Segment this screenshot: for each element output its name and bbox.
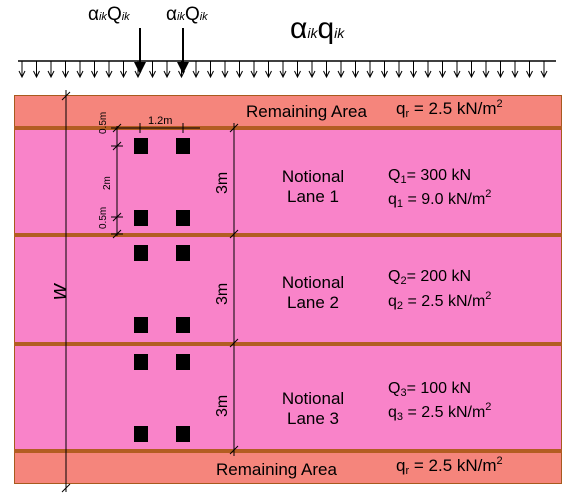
axle-load-label-1: αikQik <box>88 4 130 25</box>
wheel <box>176 210 190 226</box>
udl-arrowhead <box>192 70 200 79</box>
wheel <box>176 138 190 154</box>
edge-top-label: 0.5m <box>98 111 109 134</box>
lane-2-udl: q2 = 2.5 kN/m2 <box>388 290 492 312</box>
udl-arrowhead <box>395 70 403 79</box>
edge-bottom-label: 0.5m <box>98 206 109 229</box>
udl-arrowhead <box>337 70 345 79</box>
axle-arrowhead-2 <box>177 62 189 74</box>
udl-arrowhead <box>482 70 490 79</box>
udl-arrowhead <box>308 70 316 79</box>
wheel <box>176 354 190 370</box>
lane-3-name: Notional Lane 3 <box>281 389 345 428</box>
udl-arrowhead <box>91 70 98 79</box>
lane-1-name: Notional Lane 1 <box>281 167 345 206</box>
lane-3-axle-load: Q3= 100 kN <box>388 380 472 399</box>
udl-arrowhead <box>236 70 243 79</box>
udl-arrowhead <box>424 70 432 79</box>
remaining-area-top-load: qr = 2.5 kN/m2 <box>396 98 503 120</box>
udl-arrowhead <box>105 70 113 79</box>
wheel <box>176 426 190 442</box>
divider-line <box>14 233 562 237</box>
udl-arrowhead <box>62 70 69 79</box>
udl-load-label: αikqik <box>290 12 345 45</box>
wheel <box>134 210 148 226</box>
udl-arrowhead <box>221 70 229 79</box>
udl-arrowhead <box>207 70 214 79</box>
remaining-area-bottom <box>14 451 562 484</box>
udl-arrowhead <box>18 70 26 79</box>
udl-arrowhead <box>453 70 461 79</box>
udl-arrowhead <box>468 70 475 79</box>
lane-2-axle-load: Q2= 200 kN <box>388 268 472 287</box>
udl-arrows <box>18 61 548 79</box>
lane-1-width-label: 3m <box>214 171 231 194</box>
lane-width-dimension <box>229 123 239 456</box>
axle-load-label-2: αikQik <box>166 4 208 25</box>
udl-arrowhead <box>265 70 272 79</box>
udl-arrowhead <box>323 70 330 79</box>
remaining-area-bottom-title: Remaining Area <box>216 460 337 479</box>
lane-2-name: Notional Lane 2 <box>281 273 345 312</box>
udl-arrowhead <box>352 70 359 79</box>
udl-arrowhead <box>149 70 156 79</box>
udl-arrowhead <box>540 70 548 79</box>
wheel <box>134 317 148 333</box>
udl-arrowhead <box>381 70 388 79</box>
wheel-spacing-label: 1.2m <box>148 115 173 127</box>
divider-line <box>14 449 562 453</box>
udl-arrowhead <box>33 70 40 79</box>
lane-3-udl: q3 = 2.5 kN/m2 <box>388 401 492 423</box>
udl-arrowhead <box>120 70 127 79</box>
axle-arrowhead-1 <box>134 62 146 74</box>
divider-line <box>14 126 562 130</box>
udl-arrowhead <box>76 70 84 79</box>
remaining-area-top-title: Remaining Area <box>246 102 367 121</box>
wheel <box>176 245 190 261</box>
wheel <box>134 354 148 370</box>
axle-dimension <box>111 123 123 239</box>
notional-lane-3 <box>14 344 562 451</box>
wheel <box>134 138 148 154</box>
wheel-spacing-dimension <box>121 123 200 133</box>
carriageway-dimension <box>61 90 71 493</box>
udl-arrowhead <box>250 70 258 79</box>
notional-lane-1 <box>14 128 562 235</box>
divider-line <box>14 342 562 346</box>
wheel <box>134 245 148 261</box>
udl-arrowhead <box>294 70 301 79</box>
lane-2-width-label: 3m <box>214 282 231 305</box>
udl-arrowhead <box>163 70 171 79</box>
remaining-area-bottom-load: qr = 2.5 kN/m2 <box>396 455 503 477</box>
udl-arrowhead <box>497 70 504 79</box>
lane-1-udl: q1 = 9.0 kN/m2 <box>388 188 492 210</box>
udl-arrowhead <box>366 70 374 79</box>
lane-1-axle-load: Q1= 300 kN <box>388 167 472 186</box>
lane-3-width-label: 3m <box>214 394 231 417</box>
udl-arrowhead <box>439 70 446 79</box>
udl-arrowhead <box>410 70 417 79</box>
wheel <box>176 317 190 333</box>
udl-arrowhead <box>279 70 287 79</box>
carriageway-width-label: w <box>46 284 71 300</box>
remaining-area-top <box>14 95 562 128</box>
wheel <box>134 426 148 442</box>
udl-arrowhead <box>526 70 533 79</box>
udl-arrowhead <box>47 70 55 79</box>
udl-arrowhead <box>511 70 519 79</box>
axle-spacing-label: 2m <box>102 176 113 190</box>
